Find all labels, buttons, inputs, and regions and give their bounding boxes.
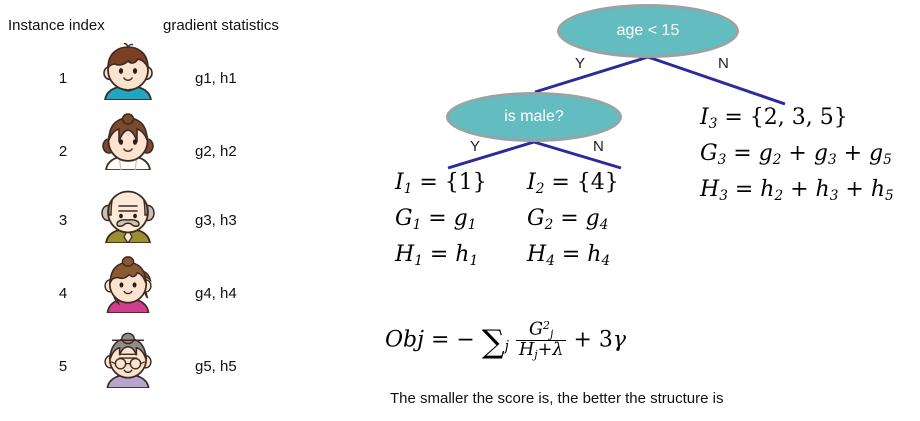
edge-label-ismale-yes: Y [470, 138, 481, 155]
column-header-gradient-statistics: gradient statistics [163, 17, 279, 34]
objective-fraction: G2j Hj+λ [515, 319, 567, 361]
row-gradient-stat: g4, h4 [195, 285, 237, 302]
leaf-stats-1: I1 = {1} G1 = g1 H1 = h1 [395, 168, 487, 275]
column-header-instance-index: Instance index [8, 17, 105, 34]
grandma-avatar [97, 330, 159, 393]
edge-label-root-no: N [718, 55, 729, 72]
leaf-2-line-G: G2 = g4 [527, 205, 609, 233]
objective-tail-coefficient: 3 [598, 327, 613, 353]
leaf-stats-3: I3 = {2, 3, 5} G3 = g2 + g3 + g5 H3 = h2… [700, 103, 894, 210]
objective-denominator: Hj+λ [515, 340, 567, 361]
leaf-1-line-H: H1 = h1 [395, 241, 479, 269]
leaf-stats-2: I2 = {4} G2 = g4 H4 = h4 [527, 168, 619, 275]
row-index-value: 5 [58, 358, 68, 375]
young-woman-avatar [97, 255, 159, 318]
row-index-value: 1 [58, 70, 68, 87]
objective-tail-plus: + [573, 327, 592, 353]
leaf-3-line-H: H3 = h2 + h3 + h5 [700, 176, 894, 204]
sum-icon: ∑ [481, 322, 505, 361]
objective-numerator: G2j [528, 319, 554, 341]
row-index-value: 2 [58, 143, 68, 160]
tree-node-is-male[interactable]: is male? [446, 92, 622, 142]
row-gradient-stat: g5, h5 [195, 358, 237, 375]
girl-avatar [97, 112, 159, 175]
tree-edges [447, 55, 786, 170]
row-gradient-stat: g2, h2 [195, 143, 237, 160]
leaf-1-line-I: I1 = {1} [395, 170, 487, 197]
decision-tree: age < 15 is male? Y N Y N I1 = {1} G1 = … [340, 0, 920, 421]
leaf-3-H-terms: h2 + h3 + h5 [760, 176, 894, 204]
row-gradient-stat: g3, h3 [195, 212, 237, 229]
instance-table: Instance index gradient statistics 1 g1,… [0, 0, 340, 421]
leaf-3-G-terms: g2 + g3 + g5 [758, 140, 892, 168]
edge-label-ismale-no: N [593, 138, 604, 155]
leaf-1-line-G: G1 = g1 [395, 205, 477, 233]
gamma-symbol: γ [612, 327, 627, 353]
leaf-2-line-H: H4 = h4 [527, 241, 611, 269]
objective-minus: − [456, 327, 475, 353]
sum-subscript: j [504, 338, 509, 355]
leaf-2-line-I: I2 = {4} [527, 170, 619, 197]
tree-node-root[interactable]: age < 15 [557, 4, 739, 58]
caption-text: The smaller the score is, the better the… [390, 390, 724, 407]
leaf-3-line-G: G3 = g2 + g3 + g5 [700, 140, 892, 168]
objective-equals: = [430, 327, 450, 353]
tree-node-root-label: age < 15 [616, 22, 680, 39]
objective-formula: Obj = − ∑j G2j Hj+λ + 3γ [385, 320, 626, 361]
leaf-3-line-I: I3 = {2, 3, 5} [700, 105, 848, 132]
tree-node-is-male-label: is male? [504, 108, 564, 125]
boy-avatar [97, 42, 159, 105]
row-gradient-stat: g1, h1 [195, 70, 237, 87]
grandpa-avatar [97, 185, 159, 248]
row-index-value: 3 [58, 212, 68, 229]
objective-lhs: Obj [385, 327, 424, 353]
edge-label-root-yes: Y [575, 55, 586, 72]
row-index-value: 4 [58, 285, 68, 302]
